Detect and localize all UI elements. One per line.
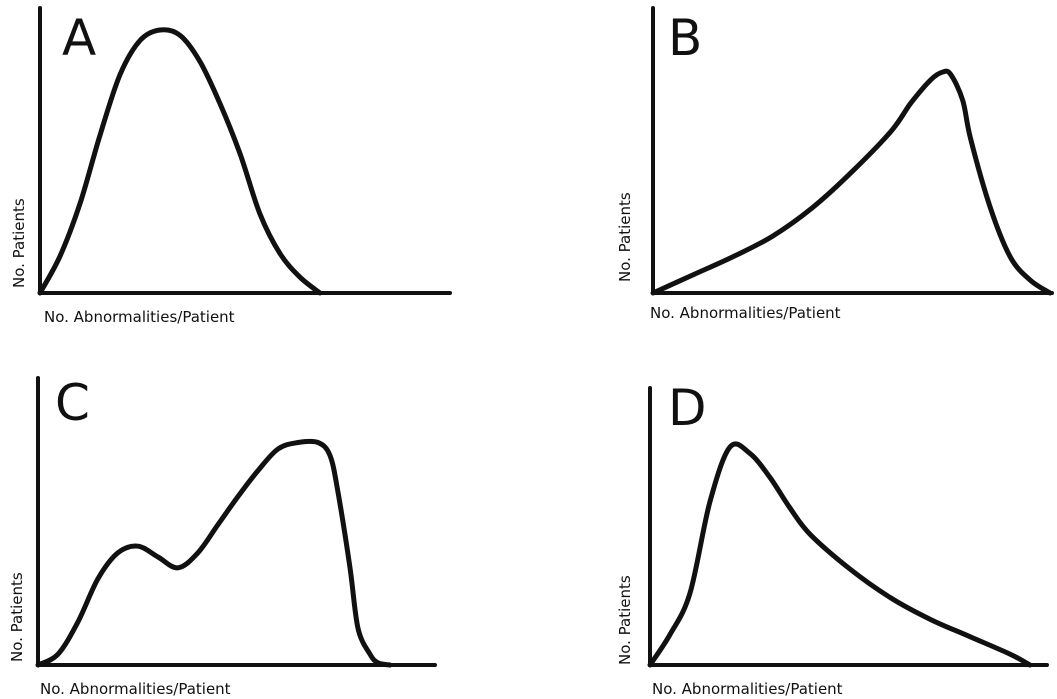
panel-c-letter: C bbox=[55, 374, 90, 432]
panel-b-ylabel: No. Patients bbox=[616, 192, 634, 282]
panel-b: B No. Abnormalities/Patient No. Patients bbox=[616, 6, 1054, 322]
panel-c-ylabel: No. Patients bbox=[8, 572, 26, 662]
panel-a: A No. Abnormalities/Patient No. Patients bbox=[10, 6, 452, 326]
panel-a-xlabel: No. Abnormalities/Patient bbox=[44, 308, 235, 326]
panel-d-letter: D bbox=[668, 379, 707, 437]
panel-b-curve bbox=[650, 68, 1053, 296]
panel-b-xlabel: No. Abnormalities/Patient bbox=[650, 304, 841, 322]
panel-d-xlabel: No. Abnormalities/Patient bbox=[652, 680, 843, 698]
panel-a-letter: A bbox=[62, 9, 96, 67]
panel-d: D No. Abnormalities/Patient No. Patients bbox=[616, 379, 1049, 698]
panel-c-xlabel: No. Abnormalities/Patient bbox=[40, 680, 231, 698]
panel-b-letter: B bbox=[668, 9, 702, 67]
panel-d-curve bbox=[647, 441, 1033, 668]
panel-d-ylabel: No. Patients bbox=[616, 575, 634, 665]
panel-a-ylabel: No. Patients bbox=[10, 198, 28, 288]
panel-a-curve bbox=[37, 27, 323, 296]
panel-c-curve bbox=[35, 438, 393, 668]
panel-c: C No. Abnormalities/Patient No. Patients bbox=[8, 374, 437, 698]
